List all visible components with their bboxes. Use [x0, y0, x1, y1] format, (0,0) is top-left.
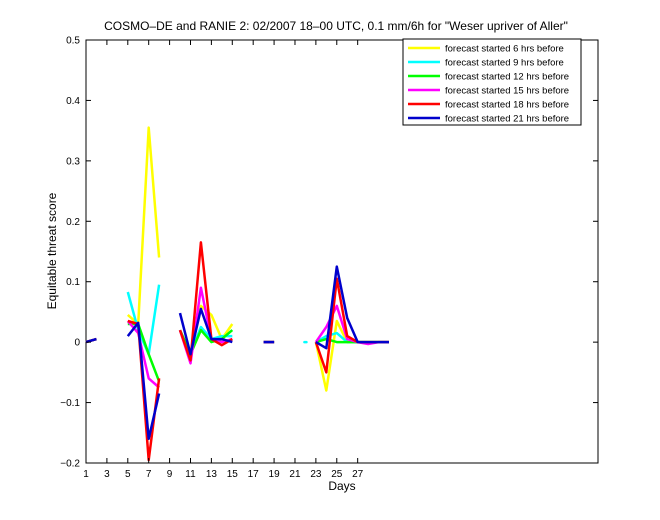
x-tick-label: 25	[331, 469, 343, 480]
x-tick-label: 27	[352, 469, 364, 480]
y-axis-ticks: −0.2 −0.1 0 0.1 0.2 0.3 0.4 0.5	[60, 36, 598, 470]
x-tick-label: 23	[310, 469, 322, 480]
legend-label: forecast started 15 hrs before	[445, 86, 569, 97]
x-axis-label: Days	[328, 479, 355, 493]
y-tick-label: 0	[74, 338, 80, 349]
series-line	[126, 126, 161, 326]
y-axis-label: Equitable threat score	[45, 192, 59, 309]
y-tick-label: 0.3	[66, 156, 80, 167]
x-tick-label: 3	[104, 469, 110, 480]
legend-items: forecast started 6 hrs before forecast st…	[408, 44, 569, 125]
y-tick-label: −0.1	[60, 398, 80, 409]
series-line	[178, 241, 233, 362]
legend-box	[402, 38, 582, 126]
y-tick-label: 0.4	[66, 96, 80, 107]
x-tick-label: 11	[185, 469, 196, 480]
y-tick-label: 0.5	[66, 36, 80, 47]
x-tick-label: 13	[206, 469, 218, 480]
x-tick-label: 17	[248, 469, 260, 480]
x-tick-label: 19	[269, 469, 281, 480]
x-tick-label: 9	[167, 469, 173, 480]
legend-label: forecast started 18 hrs before	[445, 100, 569, 111]
series-line	[178, 307, 233, 356]
y-tick-label: 0.2	[66, 217, 80, 228]
x-tick-label: 21	[289, 469, 301, 480]
legend-label: forecast started 21 hrs before	[445, 114, 569, 125]
x-tick-label: 1	[83, 469, 89, 480]
series-line	[85, 337, 97, 344]
x-axis-ticks: 1 3 5 7 9 11 13 15 17 19 21 23 25 27	[83, 40, 364, 480]
legend-label: forecast started 9 hrs before	[445, 58, 564, 69]
series-line	[315, 265, 389, 350]
legend-label: forecast started 12 hrs before	[445, 72, 569, 83]
x-tick-label: 5	[125, 469, 131, 480]
series-6	[85, 265, 389, 441]
series-line	[126, 320, 160, 389]
y-tick-label: −0.2	[60, 459, 80, 470]
legend: forecast started 6 hrs before forecast st…	[402, 38, 582, 126]
chart-title: COSMO–DE and RANIE 2: 02/2007 18–00 UTC,…	[104, 19, 568, 33]
x-tick-label: 15	[227, 469, 239, 480]
y-tick-label: 0.1	[66, 277, 80, 288]
legend-label: forecast started 6 hrs before	[445, 44, 564, 55]
series-layer	[85, 126, 389, 462]
series-line	[126, 321, 161, 441]
series-line	[127, 322, 161, 382]
x-tick-label: 7	[146, 469, 152, 480]
